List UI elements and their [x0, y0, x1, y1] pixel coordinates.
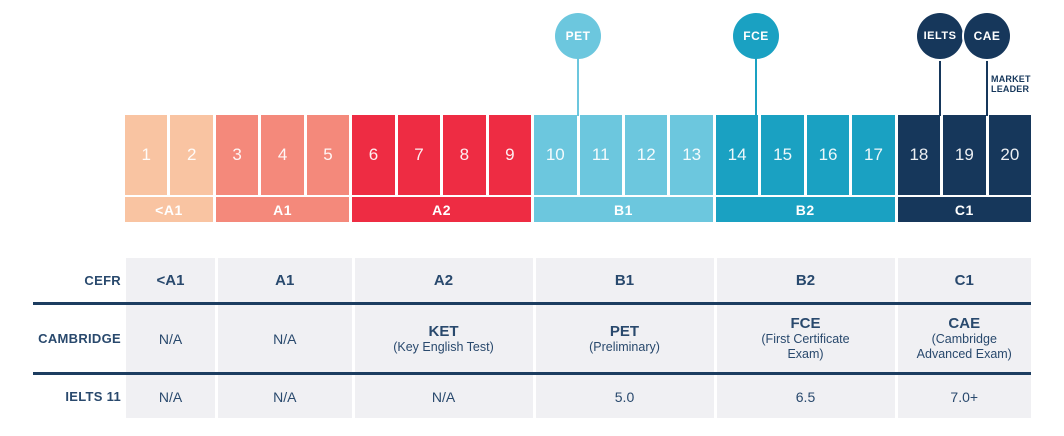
table-cell-main: FCE — [790, 315, 821, 332]
level-band-A1: A1 — [215, 197, 350, 222]
row-header-ielts: IELTS 11 — [65, 389, 121, 404]
scale-cell-12: 12 — [624, 115, 668, 195]
table-cell-main: 6.5 — [795, 388, 816, 405]
table-row-cambridge: CAMBRIDGE N/A N/A KET (Key English Test) PET… — [0, 305, 1031, 372]
scale-cell-13: 13 — [670, 115, 713, 195]
level-band-B1: B1 — [534, 197, 713, 222]
cae-marker: CAE — [964, 13, 1010, 59]
table-cell-cambridge-ltA1: N/A — [126, 305, 215, 372]
ielts-label: IELTS — [923, 30, 957, 42]
scale-cell-20: 20 — [988, 115, 1032, 195]
table-cell-cambridge-B1: PET (Preliminary) — [535, 305, 714, 372]
table-cell-cefr-A2: A2 — [354, 258, 533, 302]
scale-cell-17: 17 — [852, 115, 895, 195]
table-cell-main: N/A — [158, 330, 183, 347]
row-cells-cefr: <A1 A1 A2 B1 B2 C1 — [126, 258, 1031, 302]
scale-cell-18: 18 — [897, 115, 941, 195]
scale-cell-14: 14 — [715, 115, 759, 195]
table-cell-main: <A1 — [156, 271, 185, 289]
table-cell-cambridge-A2: KET (Key English Test) — [354, 305, 533, 372]
level-band: <A1 A1 A2 B1 B2 C1 — [125, 197, 1031, 222]
table-row-cefr: CEFR <A1 A1 A2 B1 B2 C1 — [0, 258, 1031, 302]
level-band-A2: A2 — [352, 197, 532, 222]
level-band-B2: B2 — [715, 197, 895, 222]
scale-cell-3: 3 — [215, 115, 259, 195]
level-band-ltA1: <A1 — [125, 197, 213, 222]
table-cell-ielts-11-A2: N/A — [354, 375, 533, 418]
scale-cell-6: 6 — [352, 115, 395, 195]
fce-stem — [755, 56, 757, 116]
ielts-marker: IELTS — [917, 13, 963, 59]
scale-cell-16: 16 — [806, 115, 850, 195]
table-cell-main: N/A — [273, 388, 297, 405]
table-cell-main: 5.0 — [614, 388, 635, 405]
level-band-C1: C1 — [897, 197, 1031, 222]
table-cell-cefr-B1: B1 — [535, 258, 714, 302]
table-row-ielts: IELTS 11 N/A N/A N/A 5.0 6.5 7.0+ — [0, 375, 1031, 418]
cae-label: CAE — [973, 29, 1001, 43]
table-cell-main: N/A — [158, 388, 183, 405]
table-divider-1 — [33, 302, 1031, 305]
exam-markers: PET FCE IELTS CAE — [0, 0, 1064, 116]
scale-cell-7: 7 — [397, 115, 441, 195]
scale-cell-2: 2 — [170, 115, 213, 195]
scale-cell-19: 19 — [943, 115, 986, 195]
table-cell-main: B2 — [795, 271, 816, 289]
table-cell-ielts-11-C1: 7.0+ — [897, 375, 1031, 418]
scale-cell-1: 1 — [125, 115, 168, 195]
market-leader-line2: LEADER — [991, 84, 1030, 95]
table-cell-cefr-C1: C1 — [897, 258, 1031, 302]
row-cells-cambridge: N/A N/A KET (Key English Test) PET (Prelimina… — [126, 305, 1031, 372]
ielts-stem — [939, 56, 941, 116]
row-header-cambridge: CAMBRIDGE — [38, 331, 121, 346]
table-cell-cambridge-B2: FCE (First Certificate Exam) — [716, 305, 895, 372]
table-cell-main: C1 — [954, 271, 974, 289]
table-cell-cefr-A1: A1 — [218, 258, 352, 302]
table-cell-cambridge-C1: CAE (Cambridge Advanced Exam) — [897, 305, 1031, 372]
scale-cell-4: 4 — [261, 115, 304, 195]
table-cell-sub: (Key English Test) — [393, 339, 494, 354]
table-cell-sub: (Cambridge Advanced Exam) — [916, 332, 1012, 361]
mapping-table: CEFR <A1 A1 A2 B1 B2 C1 CAMBRIDGE N/A N/A KET (K… — [0, 258, 1031, 418]
table-cell-sub: (First Certificate Exam) — [761, 332, 850, 361]
pet-label: PET — [565, 29, 591, 43]
scale-cell-8: 8 — [443, 115, 486, 195]
table-cell-main: 7.0+ — [950, 388, 979, 405]
table-cell-main: KET — [428, 322, 459, 340]
row-cells-ielts: N/A N/A N/A 5.0 6.5 7.0+ — [126, 375, 1031, 418]
table-cell-ielts-11-A1: N/A — [218, 375, 352, 418]
table-cell-ielts-11-ltA1: N/A — [126, 375, 215, 418]
table-cell-main: PET — [609, 322, 640, 340]
table-divider-2 — [33, 372, 1031, 375]
table-cell-cambridge-A1: N/A — [218, 305, 352, 372]
row-header-cefr: CEFR — [84, 272, 121, 288]
fce-label: FCE — [743, 29, 769, 43]
pet-stem — [577, 56, 579, 116]
fce-marker: FCE — [733, 13, 779, 59]
cae-stem — [986, 56, 988, 116]
scale-cell-10: 10 — [534, 115, 577, 195]
scale-cell-5: 5 — [306, 115, 350, 195]
table-cell-sub: (Preliminary) — [589, 339, 660, 354]
score-bar: 1 2 3 4 5 6 7 8 9 10 11 12 13 14 15 16 17 18 19 20 — [125, 115, 1032, 195]
table-cell-cefr-B2: B2 — [716, 258, 895, 302]
table-cell-ielts-11-B2: 6.5 — [716, 375, 895, 418]
scale-cell-11: 11 — [579, 115, 622, 195]
market-leader-line1: MARKET — [991, 74, 1031, 84]
market-leader-note: MARKET LEADER — [991, 74, 1031, 95]
table-cell-cefr-ltA1: <A1 — [126, 258, 215, 302]
table-cell-main: CAE — [948, 315, 981, 332]
table-cell-main: A1 — [275, 271, 295, 289]
scale-cell-15: 15 — [761, 115, 804, 195]
table-cell-main: B1 — [614, 271, 635, 289]
table-cell-main: N/A — [273, 330, 297, 347]
scale-cell-9: 9 — [488, 115, 532, 195]
table-cell-ielts-11-B1: 5.0 — [535, 375, 714, 418]
table-cell-main: A2 — [433, 271, 454, 289]
table-cell-main: N/A — [431, 388, 456, 405]
pet-marker: PET — [555, 13, 601, 59]
